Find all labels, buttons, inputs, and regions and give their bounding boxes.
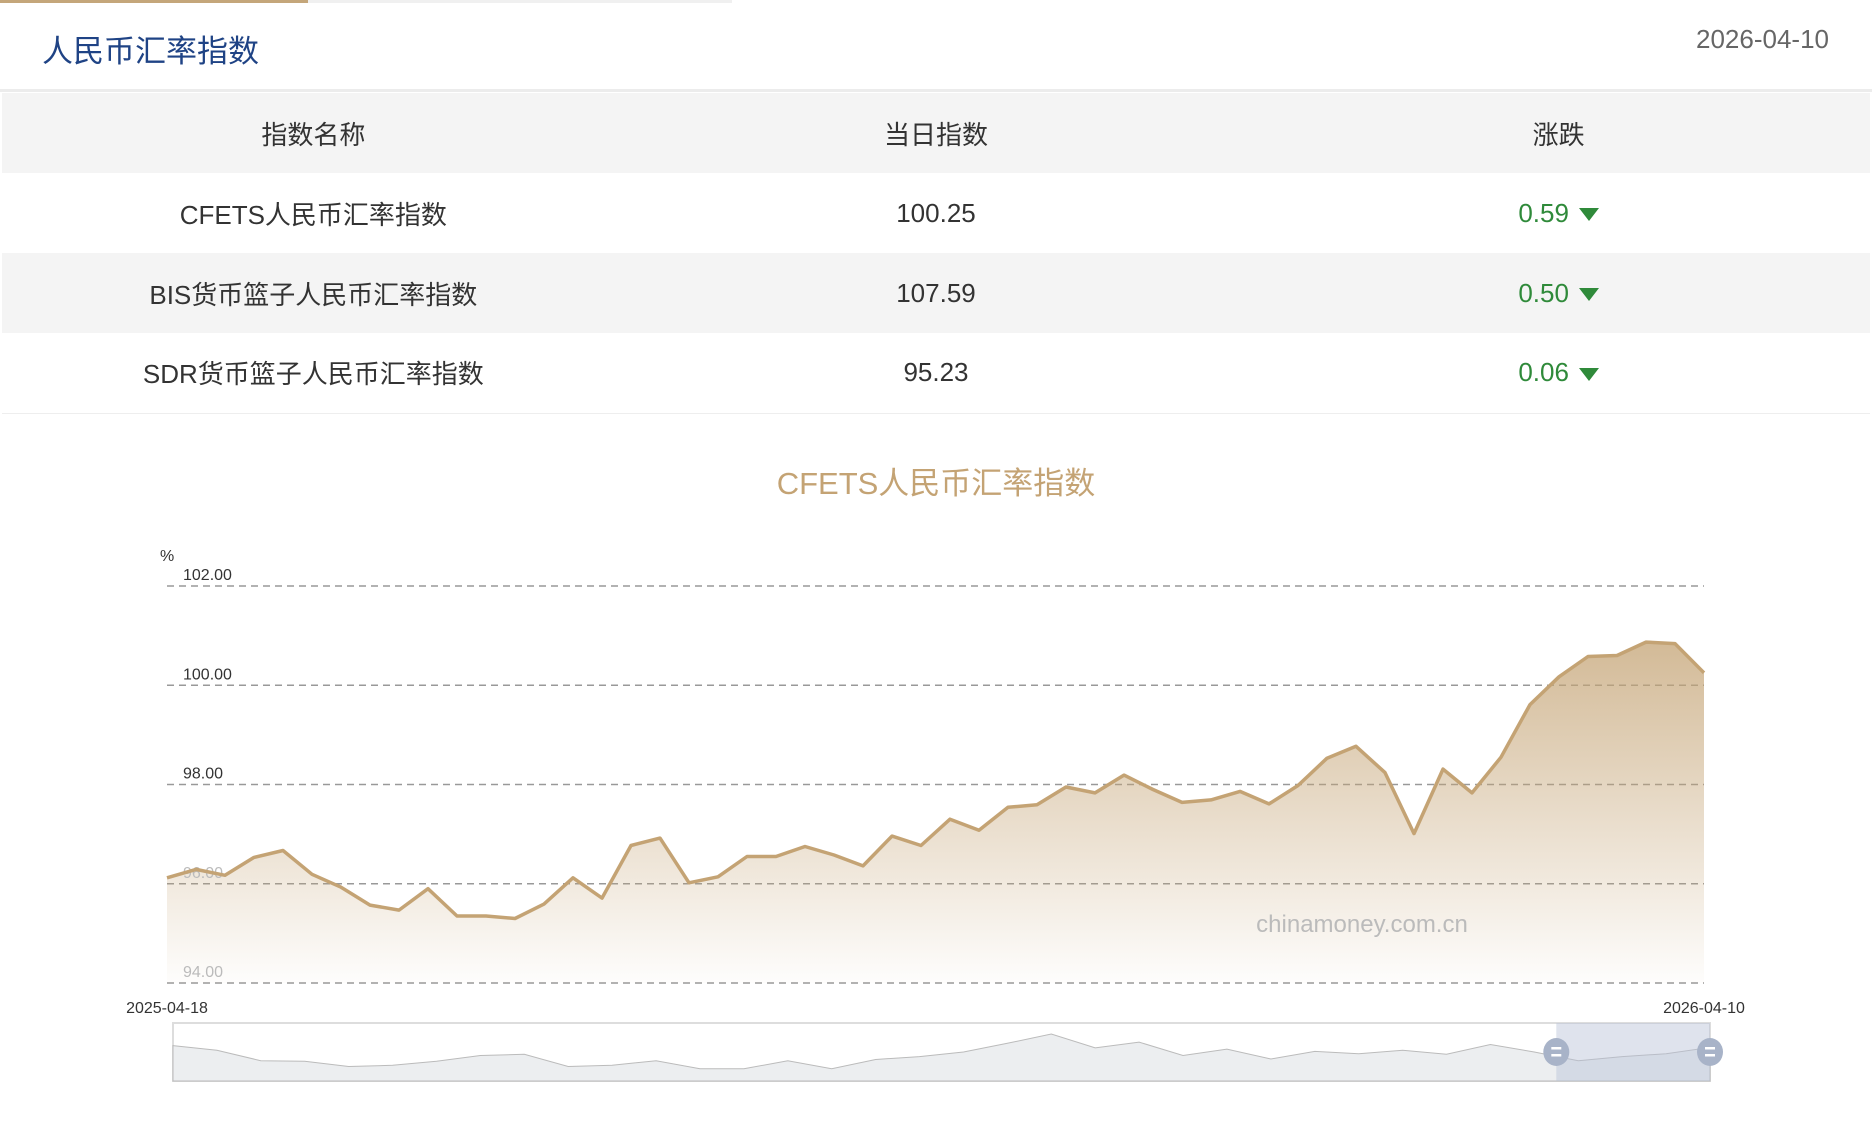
index-change: 0.59 bbox=[1518, 197, 1569, 228]
area-fill bbox=[167, 642, 1704, 983]
x-tick-end: 2026-04-10 bbox=[1663, 1000, 1745, 1017]
column-header-value: 当日指数 bbox=[883, 119, 988, 150]
divider bbox=[0, 89, 1872, 92]
navigator-handle-left[interactable] bbox=[1543, 1038, 1570, 1066]
table-row[interactable]: CFETS人民币汇率指数 100.25 0.59 bbox=[2, 173, 1870, 253]
index-value: 107.59 bbox=[896, 277, 976, 308]
table-header: 指数名称 当日指数 涨跌 bbox=[2, 93, 1870, 173]
chart-title: CFETS人民币汇率指数 bbox=[776, 466, 1096, 501]
index-value: 95.23 bbox=[903, 357, 969, 388]
index-value: 100.25 bbox=[896, 197, 976, 228]
navigator-selection[interactable] bbox=[1556, 1023, 1710, 1081]
handle-grip bbox=[1551, 1047, 1562, 1050]
table-row[interactable]: BIS货币篮子人民币汇率指数 107.59 0.50 bbox=[2, 253, 1870, 333]
watermark: chinamoney.com.cn bbox=[1256, 911, 1468, 938]
index-change: 0.06 bbox=[1518, 357, 1569, 388]
index-name: SDR货币篮子人民币汇率指数 bbox=[142, 359, 484, 390]
y-tick-label: 100.00 bbox=[183, 666, 232, 683]
down-triangle-icon bbox=[1578, 288, 1599, 302]
series-line bbox=[166, 640, 1706, 921]
drag-handle-icon[interactable] bbox=[1697, 1038, 1723, 1066]
tab-bar bbox=[0, 0, 732, 3]
handle-grip bbox=[1705, 1054, 1715, 1057]
tab-active-indicator[interactable] bbox=[0, 0, 308, 3]
y-unit-label: % bbox=[160, 548, 174, 565]
index-table: 指数名称 当日指数 涨跌 CFETS人民币汇率指数 100.25 0.59 BI… bbox=[2, 93, 1870, 414]
handle-grip bbox=[1705, 1047, 1715, 1050]
index-change-cell: 0.50 bbox=[1247, 253, 1870, 333]
data-zoom-navigator[interactable] bbox=[172, 1022, 1723, 1082]
navigator-handle-right[interactable] bbox=[1697, 1038, 1723, 1066]
index-name: CFETS人民币汇率指数 bbox=[179, 199, 447, 230]
handle-grip bbox=[1551, 1054, 1562, 1057]
y-tick-label: 102.00 bbox=[183, 567, 232, 584]
index-change-cell: 0.06 bbox=[1247, 333, 1870, 413]
y-tick-label: 98.00 bbox=[183, 766, 223, 783]
date-label: 2026-04-10 bbox=[1696, 24, 1829, 54]
index-change-cell: 0.59 bbox=[1247, 173, 1870, 253]
page-title: 人民币汇率指数 bbox=[42, 34, 259, 69]
down-triangle-icon bbox=[1578, 367, 1599, 381]
down-triangle-icon bbox=[1578, 208, 1599, 222]
index-name: BIS货币篮子人民币汇率指数 bbox=[149, 279, 478, 310]
column-header-change: 涨跌 bbox=[1532, 119, 1585, 150]
drag-handle-icon[interactable] bbox=[1543, 1038, 1570, 1066]
table-row[interactable]: SDR货币篮子人民币汇率指数 95.23 0.06 bbox=[2, 333, 1870, 413]
x-tick-start: 2025-04-18 bbox=[126, 1000, 208, 1017]
y-tick-label: 94.00 bbox=[183, 964, 223, 981]
index-change: 0.50 bbox=[1518, 277, 1569, 308]
column-header-name: 指数名称 bbox=[261, 119, 366, 150]
